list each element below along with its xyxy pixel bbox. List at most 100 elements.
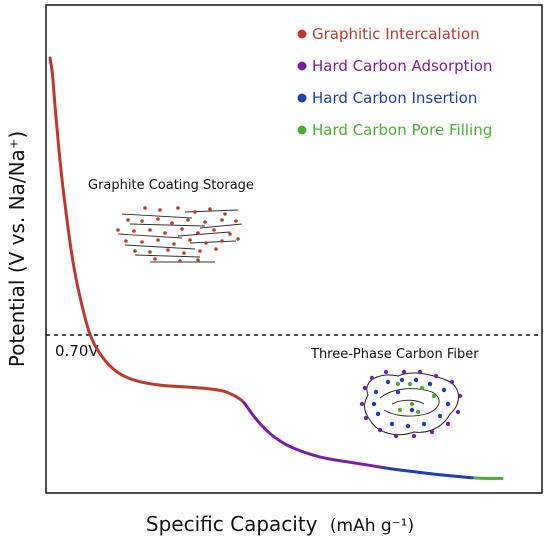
fiber-ion-dot — [429, 429, 435, 435]
series-line-0 — [48, 56, 246, 405]
annotation-graphite-coating: Graphite Coating Storage — [88, 178, 254, 193]
reference-line-label: 0.70V — [55, 342, 99, 360]
fiber-ion-dot — [375, 411, 381, 417]
graphite-ion-dot — [186, 218, 190, 222]
graphite-layer-line — [177, 231, 231, 237]
graphite-ion-dot — [143, 206, 147, 210]
fiber-ion-dot — [407, 381, 413, 387]
graphite-ion-dot — [223, 212, 227, 216]
graphite-ion-dot — [208, 207, 212, 211]
graphite-layer-line — [199, 223, 243, 229]
graphite-ion-dot — [236, 237, 240, 241]
fiber-ion-dot — [409, 407, 415, 413]
fiber-ion-dot — [359, 401, 365, 407]
legend-marker-1 — [297, 61, 307, 71]
fiber-ion-dot — [417, 369, 423, 375]
graphite-ion-dot — [170, 221, 174, 225]
fiber-ion-dot — [383, 369, 389, 375]
x-axis-label-text: Specific Capacity — [146, 512, 318, 536]
fiber-ion-dot — [371, 401, 377, 407]
graphite-ion-dot — [140, 219, 144, 223]
plot-frame — [45, 4, 543, 494]
fiber-ion-dot — [411, 433, 417, 439]
fiber-ion-dot — [431, 393, 437, 399]
graphite-ion-dot — [180, 227, 184, 231]
legend-marker-0 — [297, 29, 307, 39]
graphite-ion-dot — [196, 231, 200, 235]
series-line-1 — [242, 401, 386, 470]
x-axis-label-unit: (mAh g⁻¹) — [330, 516, 414, 536]
fiber-ion-dot — [369, 375, 375, 381]
fiber-ion-dot — [385, 379, 391, 385]
fiber-ion-dot — [373, 389, 379, 395]
graphite-ion-dot — [163, 231, 167, 235]
fiber-ion-dot — [395, 381, 401, 387]
annotation-three-phase-fiber: Three-Phase Carbon Fiber — [310, 347, 479, 362]
graphite-layer-line — [121, 213, 193, 219]
fiber-ion-dot — [413, 377, 419, 383]
fiber-ion-dot — [363, 415, 369, 421]
series-line-3 — [473, 476, 504, 481]
graphite-ion-dot — [220, 218, 224, 222]
fiber-ion-dot — [362, 385, 368, 391]
graphite-coating-illustration — [116, 206, 243, 263]
graphite-ion-dot — [193, 210, 197, 214]
x-axis-label: Specific Capacity (mAh g⁻¹) — [146, 512, 414, 536]
fiber-ion-dot — [445, 421, 451, 427]
fiber-inner-path — [379, 388, 440, 417]
graphite-layer-line — [134, 254, 201, 258]
graphite-ion-dot — [178, 259, 182, 263]
graphite-ion-dot — [228, 232, 232, 236]
graphite-ion-dot — [204, 241, 208, 245]
legend-marker-2 — [297, 93, 307, 103]
graphite-ion-dot — [188, 238, 192, 242]
fiber-ion-dot — [419, 385, 425, 391]
legend-label-1: Hard Carbon Adsorption — [312, 57, 492, 75]
fiber-ion-dot — [449, 379, 455, 385]
legend-marker-3 — [297, 125, 307, 135]
graphite-ion-dot — [234, 219, 238, 223]
fiber-outline — [364, 372, 459, 436]
graphite-ion-dot — [158, 208, 162, 212]
fiber-ion-dot — [397, 407, 403, 413]
fiber-ion-dot — [415, 409, 421, 415]
series-line-2 — [383, 466, 477, 480]
graphite-ion-dot — [182, 251, 186, 255]
legend: Graphitic Intercalation Hard Carbon Adsor… — [297, 25, 492, 139]
fiber-ion-dot — [433, 373, 439, 379]
graphite-layer-line — [129, 223, 206, 227]
fiber-ion-dot — [401, 369, 407, 375]
fiber-ion-dot — [445, 401, 451, 407]
graphite-ion-dot — [148, 250, 152, 254]
fiber-ion-dot — [457, 393, 463, 399]
fiber-ion-dot — [427, 381, 433, 387]
graphite-layer-line — [189, 240, 237, 244]
graphite-ion-dot — [166, 248, 170, 252]
series-group — [48, 56, 504, 481]
graphite-ion-dot — [203, 220, 207, 224]
graphite-ion-dot — [156, 238, 160, 242]
graphite-ion-dot — [133, 249, 137, 253]
graphite-ion-dot — [153, 257, 157, 261]
fiber-ion-dot — [421, 421, 427, 427]
fiber-ion-dot — [405, 423, 411, 429]
graphite-ion-dot — [116, 228, 120, 232]
graphite-ion-dot — [214, 247, 218, 251]
graphite-ion-dot — [176, 206, 180, 210]
graphite-ion-dot — [140, 240, 144, 244]
graphite-ion-dot — [196, 258, 200, 262]
fiber-ion-dot — [393, 433, 399, 439]
fiber-ion-dot — [377, 427, 383, 433]
fiber-ion-dot — [409, 401, 415, 407]
fiber-ion-dot — [399, 377, 405, 383]
graphite-ion-dot — [220, 239, 224, 243]
carbon-fiber-illustration — [359, 369, 463, 439]
y-axis-label: Potential (V vs. Na/Na⁺) — [5, 131, 29, 367]
fiber-ion-dot — [441, 387, 447, 393]
graphite-ion-dot — [212, 228, 216, 232]
fiber-ion-dot — [437, 413, 443, 419]
graphite-ion-dot — [198, 249, 202, 253]
fiber-ion-dot — [395, 389, 401, 395]
graphite-layer-line — [184, 209, 239, 213]
